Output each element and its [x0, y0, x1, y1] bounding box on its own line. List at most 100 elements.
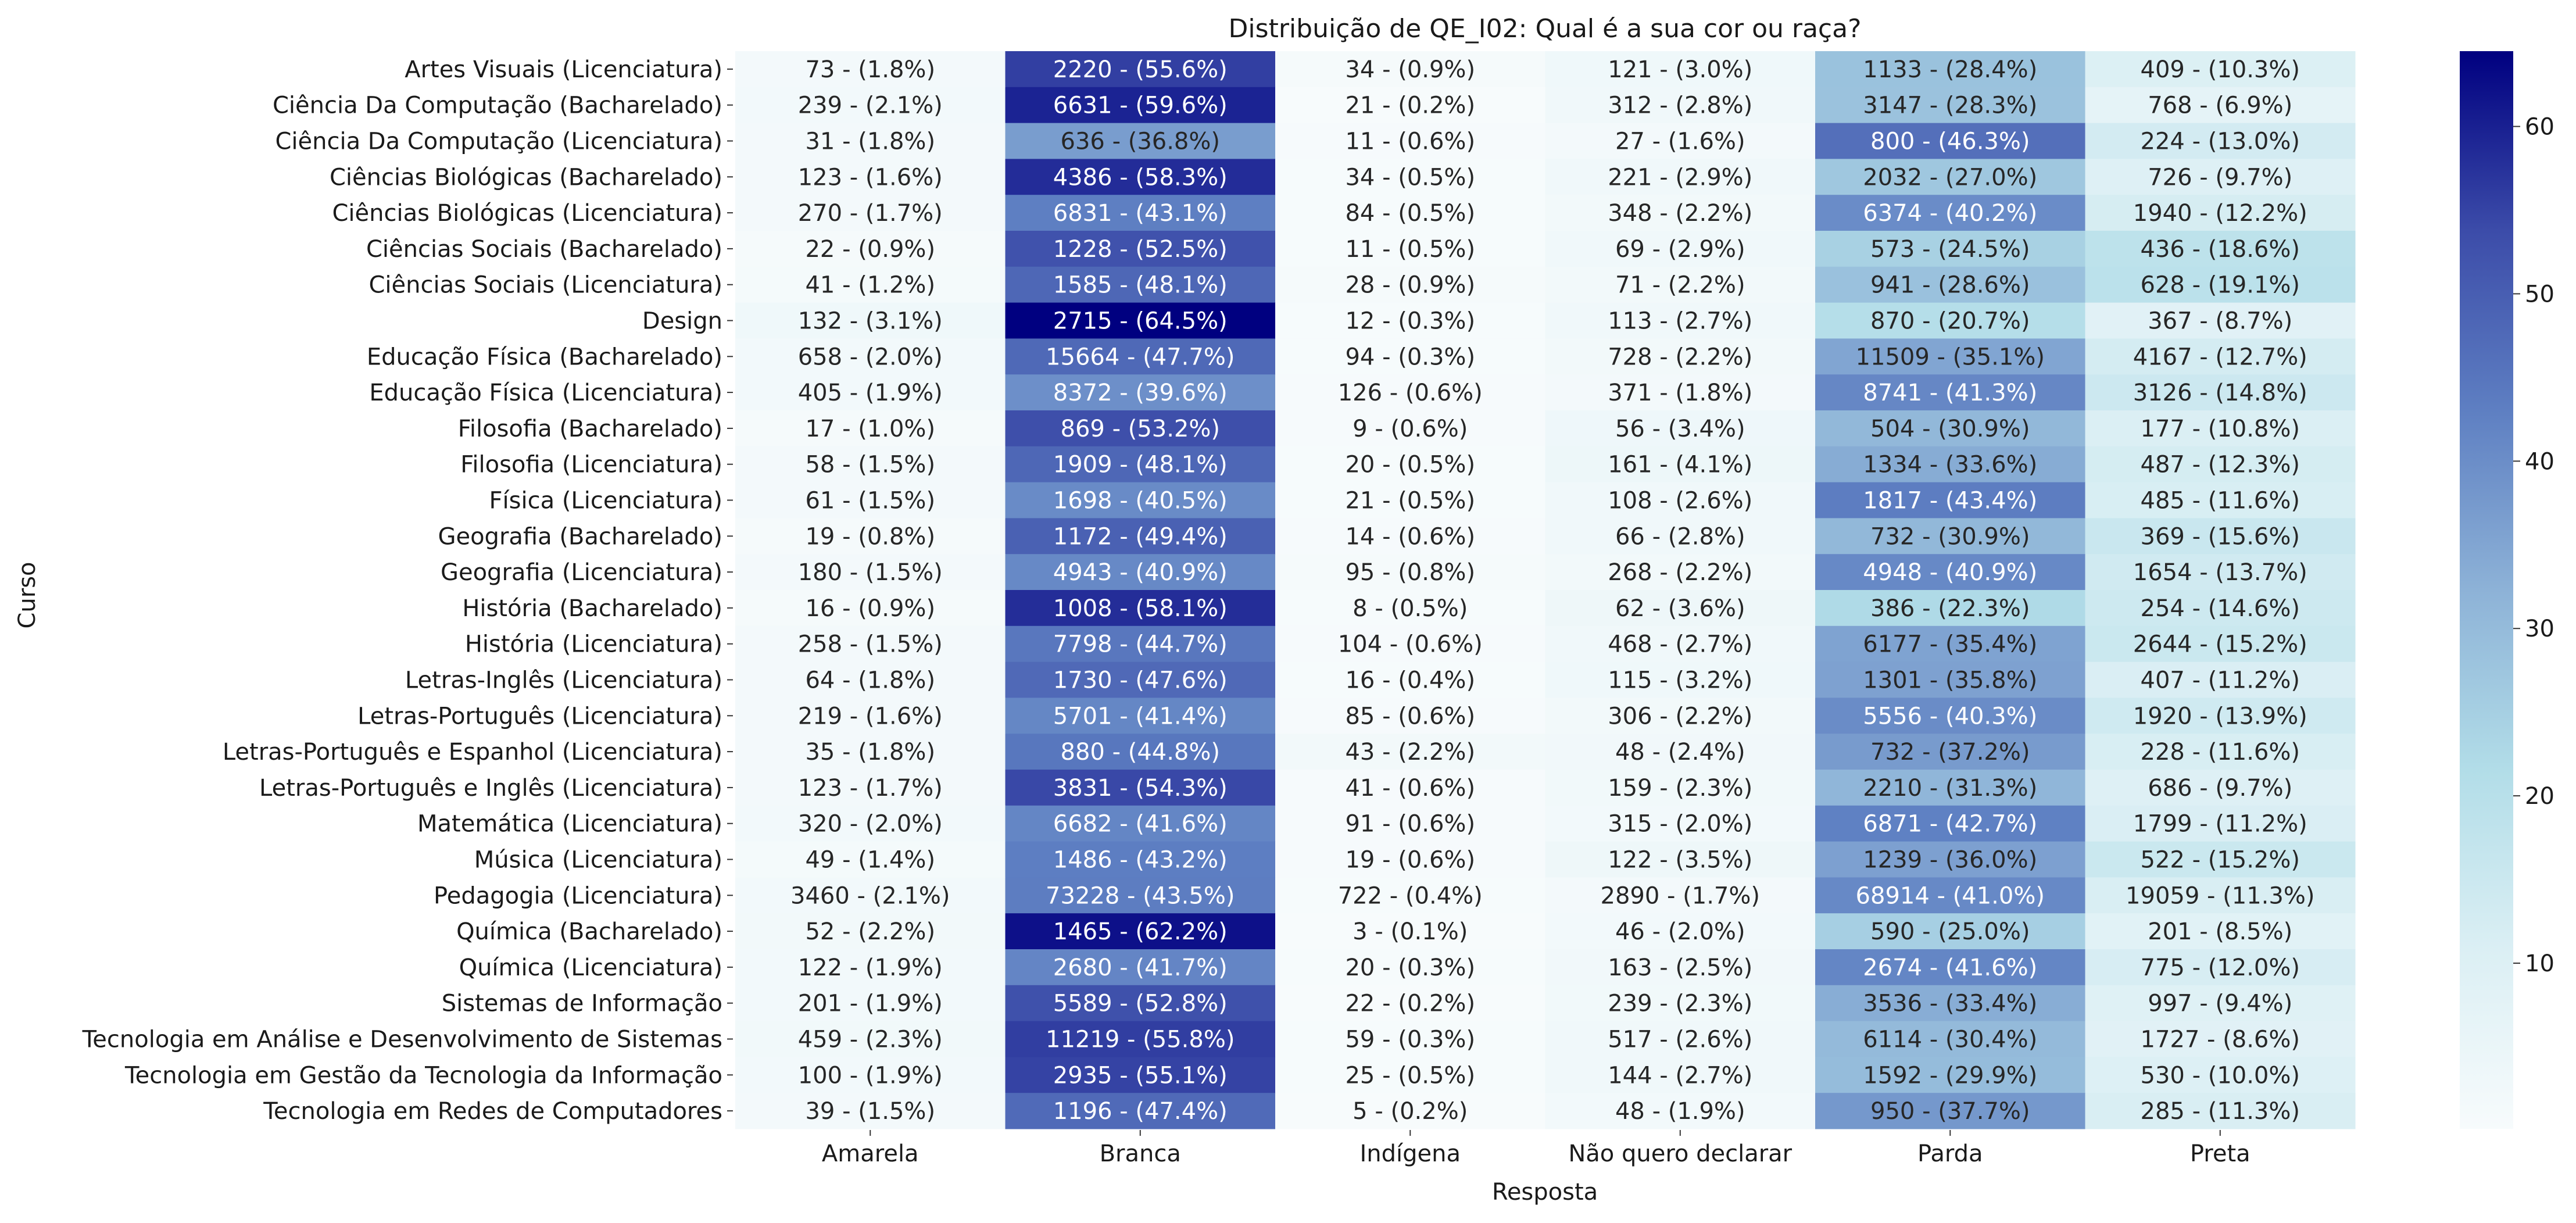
heatmap-cell	[735, 625, 1006, 663]
heatmap-cell	[2085, 338, 2356, 375]
heatmap-cell	[1545, 338, 1816, 375]
heatmap-cell	[735, 231, 1006, 267]
cell-label: 62 - (3.6%)	[1615, 595, 1745, 622]
heatmap-cell	[1275, 410, 1545, 447]
heatmap-cell	[1005, 805, 1276, 842]
cell-label: 3147 - (28.3%)	[1863, 92, 2037, 119]
cell-label: 34 - (0.9%)	[1345, 56, 1475, 83]
heatmap-cell	[1275, 266, 1545, 303]
cell-label: 68914 - (41.0%)	[1856, 882, 2045, 909]
heatmap-cell	[2085, 625, 2356, 663]
heatmap-cell	[2085, 770, 2356, 806]
heatmap-cell	[1275, 1057, 1545, 1093]
heatmap-cell	[2085, 159, 2356, 195]
cell-label: 254 - (14.6%)	[2141, 595, 2300, 622]
cell-label: 800 - (46.3%)	[1870, 128, 2030, 155]
heatmap-cell	[735, 1021, 1006, 1057]
column-label: Indígena	[1359, 1140, 1461, 1167]
heatmap-cell	[1545, 410, 1816, 447]
heatmap-cell	[1275, 195, 1545, 231]
heatmap-cell	[1545, 554, 1816, 591]
cell-label: 69 - (2.9%)	[1615, 236, 1745, 263]
cell-label: 201 - (1.9%)	[798, 990, 943, 1017]
heatmap-cell	[1005, 1057, 1276, 1093]
heatmap-cell	[1275, 734, 1545, 770]
cell-label: 504 - (30.9%)	[1870, 416, 2030, 442]
heatmap-cell	[1005, 159, 1276, 195]
heatmap-cell	[2085, 410, 2356, 447]
heatmap-cell	[1275, 661, 1545, 698]
cell-label: 590 - (25.0%)	[1870, 918, 2030, 945]
cell-label: 61 - (1.5%)	[805, 488, 935, 514]
cell-label: 3536 - (33.4%)	[1863, 990, 2037, 1017]
heatmap-cell	[735, 338, 1006, 375]
cell-label: 34 - (0.5%)	[1345, 164, 1475, 191]
heatmap-cell	[1545, 734, 1816, 770]
cell-label: 39 - (1.5%)	[805, 1098, 935, 1125]
cell-label: 73 - (1.8%)	[805, 56, 935, 83]
cell-label: 407 - (11.2%)	[2141, 667, 2300, 694]
heatmap-cell	[2085, 446, 2356, 483]
heatmap-cell	[735, 1093, 1006, 1129]
heatmap-cell	[1815, 734, 2085, 770]
heatmap-cell	[735, 482, 1006, 518]
cell-label: 1698 - (40.5%)	[1053, 488, 1228, 514]
cell-label: 20 - (0.3%)	[1345, 954, 1475, 981]
heatmap-cell	[1005, 913, 1276, 950]
cell-label: 367 - (8.7%)	[2148, 308, 2292, 335]
cell-label: 11509 - (35.1%)	[1856, 344, 2045, 370]
row-label: Música (Licenciatura)	[474, 847, 722, 874]
heatmap-cell	[1005, 590, 1276, 627]
cell-label: 6374 - (40.2%)	[1863, 200, 2037, 227]
cell-label: 6114 - (30.4%)	[1863, 1027, 2037, 1053]
cell-label: 268 - (2.2%)	[1608, 559, 1752, 586]
heatmap-cell	[1005, 302, 1276, 339]
cell-label: 22 - (0.9%)	[805, 236, 935, 263]
heatmap-cell	[1005, 410, 1276, 447]
heatmap-cell	[1545, 698, 1816, 734]
heatmap-cell	[1815, 590, 2085, 627]
heatmap-cell	[1275, 877, 1545, 914]
cell-label: 5 - (0.2%)	[1353, 1098, 1468, 1125]
row-label: Ciência Da Computação (Licenciatura)	[275, 128, 722, 155]
heatmap-cell	[735, 949, 1006, 986]
cell-label: 775 - (12.0%)	[2141, 954, 2300, 981]
heatmap-cell	[2085, 698, 2356, 734]
cell-label: 997 - (9.4%)	[2148, 990, 2292, 1017]
cell-label: 2674 - (41.6%)	[1863, 954, 2037, 981]
cell-label: 722 - (0.4%)	[1338, 882, 1483, 909]
heatmap-cell	[1275, 482, 1545, 518]
column-label: Amarela	[822, 1140, 919, 1167]
heatmap-cell	[1815, 805, 2085, 842]
cell-label: 58 - (1.5%)	[805, 452, 935, 478]
cell-label: 732 - (30.9%)	[1870, 523, 2030, 550]
cell-label: 1008 - (58.1%)	[1053, 595, 1228, 622]
cell-label: 2715 - (64.5%)	[1053, 308, 1228, 335]
cell-label: 11219 - (55.8%)	[1046, 1027, 1235, 1053]
cell-label: 5556 - (40.3%)	[1863, 703, 2037, 729]
cell-label: 19059 - (11.3%)	[2126, 882, 2314, 909]
heatmap-cell	[1545, 302, 1816, 339]
cell-label: 468 - (2.7%)	[1608, 631, 1752, 658]
cell-label: 22 - (0.2%)	[1345, 990, 1475, 1017]
cell-label: 869 - (53.2%)	[1061, 416, 1221, 442]
heatmap-cell	[2085, 1057, 2356, 1093]
column-label: Branca	[1100, 1140, 1181, 1167]
heatmap-cell	[1545, 266, 1816, 303]
heatmap-cell	[1545, 51, 1816, 88]
heatmap-cell	[735, 51, 1006, 88]
cell-label: 95 - (0.8%)	[1345, 559, 1475, 586]
heatmap-cell	[1815, 1057, 2085, 1093]
cell-label: 12 - (0.3%)	[1345, 308, 1475, 335]
cell-label: 115 - (3.2%)	[1608, 667, 1752, 694]
cell-label: 2210 - (31.3%)	[1863, 775, 2037, 802]
cell-label: 122 - (1.9%)	[798, 954, 943, 981]
heatmap-cell	[1815, 770, 2085, 806]
cell-label: 17 - (1.0%)	[805, 416, 935, 442]
heatmap-cell	[1545, 590, 1816, 627]
heatmap-cell	[1815, 302, 2085, 339]
cell-label: 19 - (0.6%)	[1345, 847, 1475, 874]
cell-label: 573 - (24.5%)	[1870, 236, 2030, 263]
cell-label: 108 - (2.6%)	[1608, 488, 1752, 514]
heatmap-cell	[1545, 661, 1816, 698]
